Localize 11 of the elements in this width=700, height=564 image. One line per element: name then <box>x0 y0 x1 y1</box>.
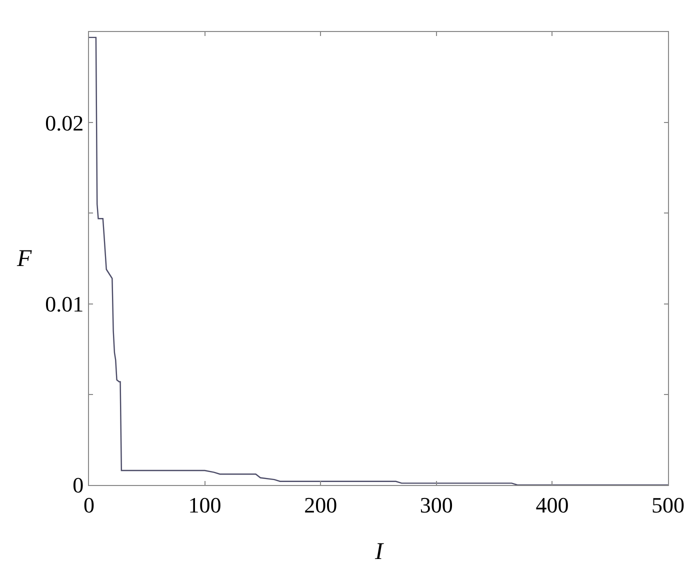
y-tick-label: 0 <box>72 472 84 498</box>
x-tick-label: 200 <box>304 492 338 518</box>
y-axis-title: F <box>16 246 32 272</box>
y-tick-label: 0.01 <box>45 292 84 316</box>
x-tick-label: 400 <box>536 492 569 518</box>
x-tick-label: 100 <box>188 492 222 518</box>
x-axis-title: I <box>374 539 384 564</box>
line-series <box>89 36 668 485</box>
y-tick-label: 0.02 <box>45 110 84 136</box>
x-tick-label: 300 <box>420 492 453 518</box>
x-tick-label: 500 <box>652 492 684 518</box>
